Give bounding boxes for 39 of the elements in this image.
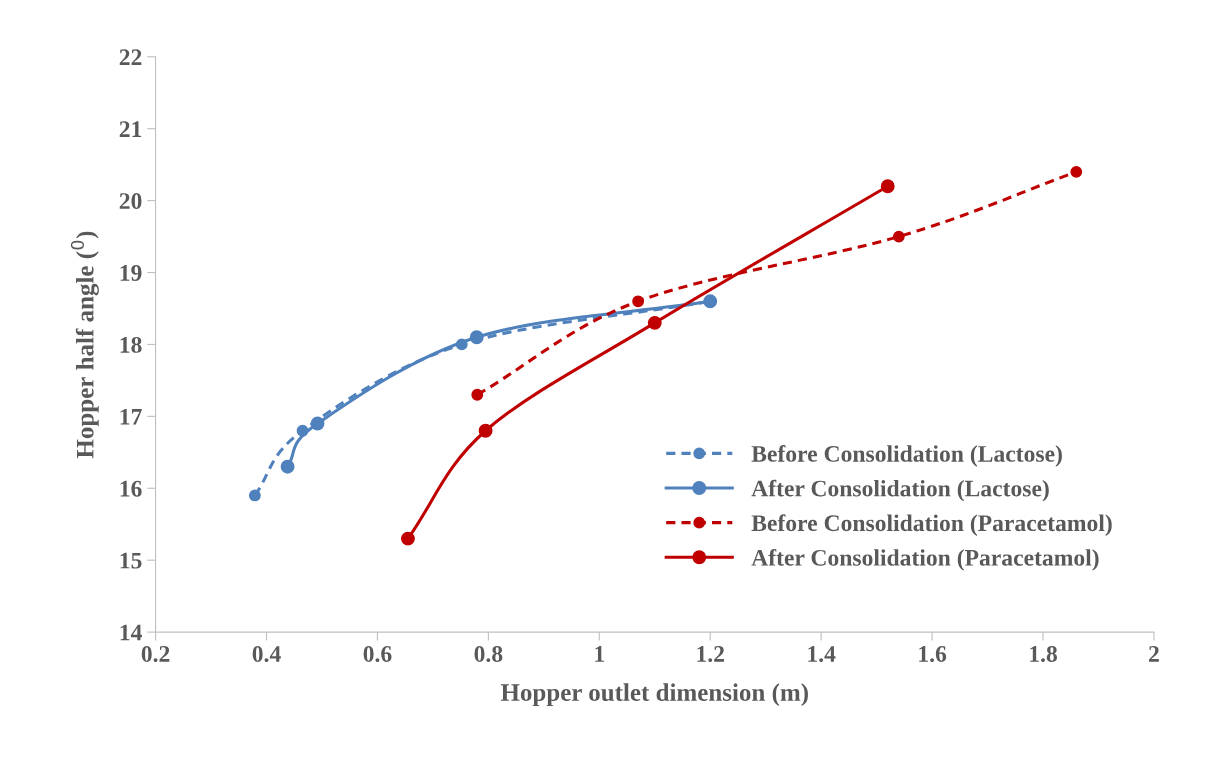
point [280, 459, 295, 474]
y-axis-title: Hopper half angle ($^{0}$) [70, 231, 99, 459]
y-tick-label: 15 [120, 552, 142, 569]
y-tick-label: 20 [119, 193, 142, 210]
x-axis-title: Hopper outlet dimension (m) [500, 683, 808, 707]
point [478, 423, 493, 438]
y-tick-label: 14 [120, 624, 142, 641]
x-tick-label: 1.4 [808, 646, 836, 663]
y-tick-label: 19 [120, 265, 142, 281]
point [880, 179, 895, 194]
legend-label: After Consolidation (Paracetamol) [751, 548, 1099, 571]
y-tick-label: 21 [119, 121, 142, 137]
x-tick-label: 1.6 [919, 646, 947, 663]
point [647, 315, 662, 330]
x-tick-label: 0.2 [141, 645, 170, 663]
y-tick-label: 17 [120, 408, 142, 425]
legend-label: After Consolidation (Lactose) [751, 479, 1049, 502]
point [455, 338, 468, 351]
point [310, 416, 325, 431]
x-tick-label: 0.8 [474, 645, 503, 663]
point [248, 489, 261, 502]
y-tick-label: 18 [120, 336, 142, 353]
point [632, 295, 645, 308]
y-tick-label: 16 [120, 480, 142, 497]
x-tick-label: 2 [1149, 646, 1159, 662]
point [1070, 165, 1083, 178]
point [892, 230, 905, 243]
x-tick-label: 0.6 [363, 645, 392, 663]
legend-label: Before Consolidation (Lactose) [751, 445, 1062, 467]
point [471, 388, 484, 401]
x-tick-label: 0.4 [252, 645, 281, 663]
point [296, 424, 309, 437]
y-tick-label: 22 [119, 49, 142, 65]
x-tick-label: 1 [595, 646, 604, 662]
point [400, 531, 415, 546]
legend-label: Before Consolidation (Paracetamol) [751, 514, 1112, 536]
x-tick-label: 1.2 [697, 646, 724, 663]
point [469, 330, 484, 345]
x-tick-label: 1.8 [1030, 645, 1057, 663]
